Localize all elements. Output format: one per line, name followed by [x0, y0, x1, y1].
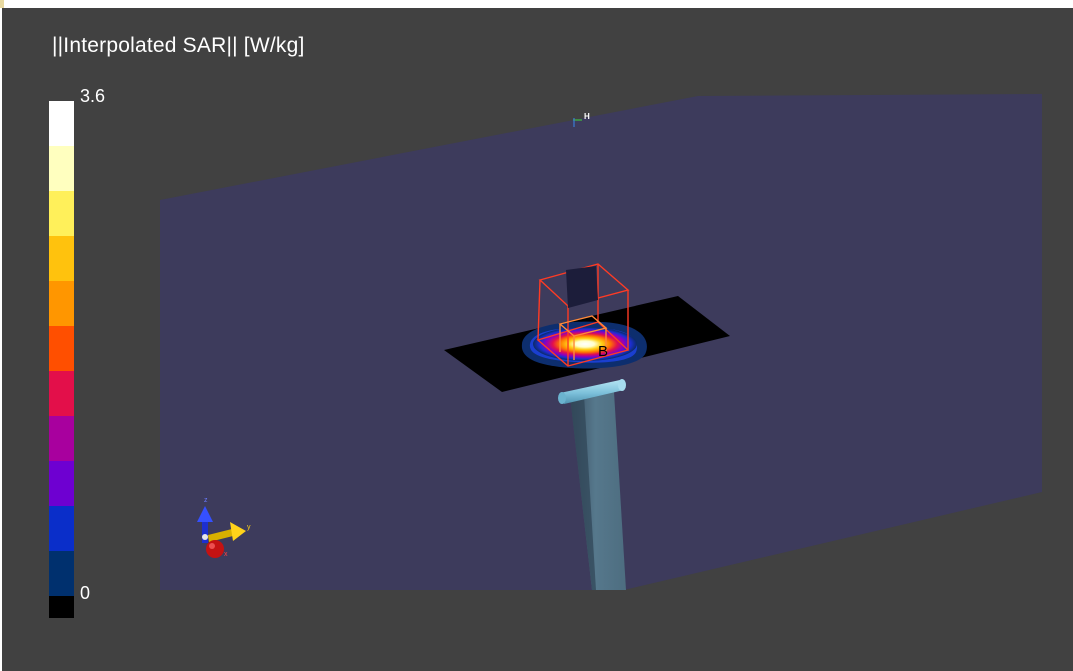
colorbar-swatch: [49, 596, 74, 618]
colorbar-max-label: 3.6: [80, 86, 106, 106]
tube: [558, 379, 626, 404]
colorbar-title: ||Interpolated SAR|| [W/kg]: [52, 34, 305, 57]
render-viewport[interactable]: B H z y x ||Interpolated SAR|| [W/kg] 3.…: [2, 8, 1073, 671]
colorbar-swatch: [49, 506, 74, 551]
colorbar-min-label: 0: [80, 583, 91, 603]
colorbar-swatch: [49, 371, 74, 416]
colorbar-swatch: [49, 551, 74, 596]
axis-x-label: x: [224, 551, 228, 558]
colorbar-swatch: [49, 191, 74, 236]
sar-hotspot: [521, 321, 647, 369]
colorbar-swatch: [49, 416, 74, 461]
sar-scene[interactable]: B H z y x: [2, 8, 1073, 671]
top-marker: H: [573, 112, 590, 127]
colorbar-swatch: [49, 101, 74, 146]
colorbar-swatch: [49, 281, 74, 326]
marker-label: H: [584, 112, 590, 121]
colorbar-swatch: [49, 236, 74, 281]
orientation-axes[interactable]: z y x: [197, 497, 251, 558]
corner-mark: [0, 0, 4, 8]
colorbar-swatch: [49, 461, 74, 506]
axis-y-label: y: [247, 524, 251, 531]
axis-z-label: z: [204, 497, 208, 504]
scan-volume-boxes: [536, 263, 630, 367]
colorbar-swatch: [49, 326, 74, 371]
probe-label: B: [598, 343, 608, 360]
probe-stand-shade: [570, 395, 596, 590]
colorbar-swatch: [49, 146, 74, 191]
colorbar: [49, 101, 74, 618]
